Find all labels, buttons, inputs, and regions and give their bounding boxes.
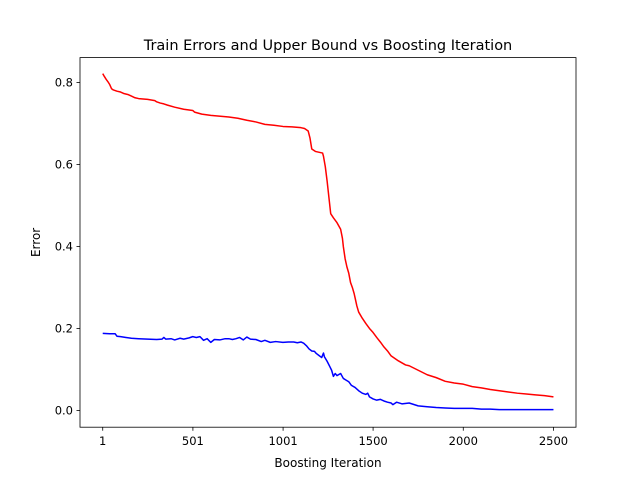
series-line-1 [102,73,554,398]
y-tick-label-1: 0.0 [55,403,73,417]
y-tick-label-2: 0.2 [55,321,73,335]
x-axis-label: Boosting Iteration [274,456,381,470]
plot-frame [79,57,577,428]
y-tick-label-5: 0.8 [55,76,73,90]
y-axis-label: Error [29,228,43,257]
axes-layer: 1 501 1001 1500 2000 2500 0.0 0.2 0.4 0.6 0.8 [55,76,568,449]
y-tick-label-4: 0.6 [55,158,73,172]
y-tick-label-3: 0.4 [55,239,73,253]
series-layer [102,73,554,411]
series-line-2 [102,332,554,411]
x-tick-label-6: 2500 [539,434,568,448]
chart-title: Train Errors and Upper Bound vs Boosting… [143,38,513,54]
x-tick-label-2: 501 [182,434,204,448]
x-tick-label-4: 1500 [358,434,387,448]
x-tick-label-3: 1001 [268,434,297,448]
x-tick-label-1: 1 [99,434,106,448]
x-tick-label-5: 2000 [449,434,478,448]
